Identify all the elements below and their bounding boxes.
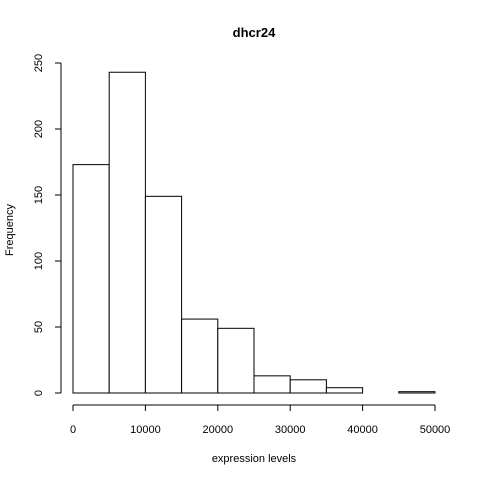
y-tick-label-0: 0: [33, 390, 45, 396]
histogram-bar-0: [72, 164, 110, 394]
x-tick-label-1: 10000: [130, 424, 161, 436]
histogram-bar-7: [325, 387, 364, 394]
histogram-bar-2: [144, 195, 183, 394]
y-tick-label-5: 250: [33, 54, 45, 72]
histogram-bars: [72, 71, 436, 394]
histogram-bar-3: [181, 318, 219, 394]
histogram-bar-9: [398, 391, 436, 394]
y-tick-label-3: 150: [33, 186, 45, 204]
x-tick-label-0: 0: [70, 424, 76, 436]
chart-title: dhcr24: [233, 25, 276, 40]
x-tick-label-4: 40000: [347, 424, 378, 436]
y-tick-label-1: 50: [33, 321, 45, 333]
x-axis: 0 10000 20000 30000 40000 50000: [70, 404, 451, 436]
y-axis-title: Frequency: [4, 204, 16, 256]
x-tick-label-2: 20000: [203, 424, 234, 436]
x-axis-title: expression levels: [212, 453, 297, 465]
histogram-bar-4: [217, 327, 255, 394]
y-tick-label-4: 200: [33, 120, 45, 138]
histogram-bar-1: [108, 71, 146, 394]
x-tick-label-5: 50000: [420, 424, 451, 436]
y-axis: 0 50 100 150 200 250: [33, 54, 62, 396]
histogram-bar-6: [289, 379, 327, 394]
x-tick-label-3: 30000: [275, 424, 306, 436]
histogram-bar-5: [253, 375, 291, 394]
y-tick-label-2: 100: [33, 252, 45, 270]
